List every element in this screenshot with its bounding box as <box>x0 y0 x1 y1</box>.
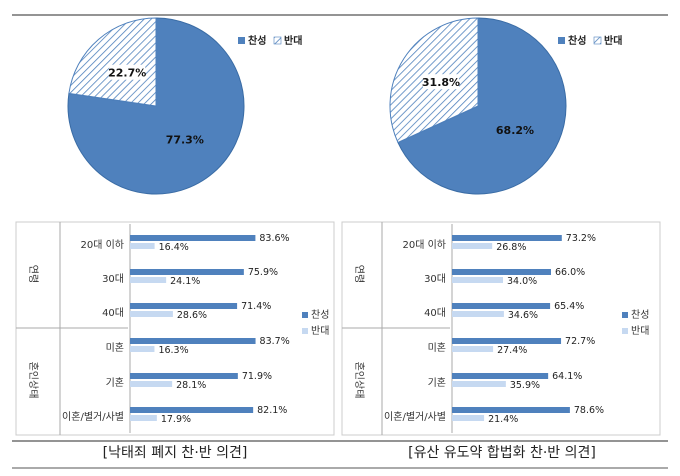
right-bars-data-label-disagree: 34.0% <box>507 276 537 287</box>
right-bars-data-label-disagree: 26.8% <box>496 242 526 253</box>
right-bars-legend-disagree: 반대 <box>631 325 649 337</box>
caption-right: [유산 유도약 합법화 찬·반 의견] <box>408 445 596 461</box>
right-bars-legend-agree: 찬성 <box>631 309 649 321</box>
left-bars-tick-label: 기혼 <box>106 376 124 389</box>
left-bars-legend-agree: 찬성 <box>311 309 329 321</box>
left-bars-bar-disagree <box>130 415 157 421</box>
left-bars-data-label-disagree: 17.9% <box>161 414 191 425</box>
right-bars-group-label-age: 연령 <box>353 265 365 283</box>
left-bars-data-label-agree: 71.9% <box>242 371 272 382</box>
right-bars-data-label-agree: 73.2% <box>566 233 596 244</box>
left-pie-legend-disagree: 반대 <box>284 34 302 47</box>
left-bars-tick-label: 20대 이하 <box>80 238 124 251</box>
left-pie-legend-swatch-agree <box>238 37 245 44</box>
left-bars-bar-agree <box>130 235 256 241</box>
right-bars-bar-agree <box>452 303 551 309</box>
left-pie-slice-disagree <box>68 17 157 107</box>
left-pie-label-disagree-bg <box>109 64 146 80</box>
right-pie-slice-agree <box>397 17 567 195</box>
right-bars-data-label-disagree: 27.4% <box>497 345 527 356</box>
right-bars-data-label-agree: 65.4% <box>554 301 584 312</box>
left-bars-tick-label: 미혼 <box>106 341 124 354</box>
left-bars-data-label-agree: 75.9% <box>248 267 278 278</box>
right-pie-legend-disagree: 반대 <box>604 34 622 47</box>
right-bars-bar-disagree <box>452 381 506 387</box>
right-pie-legend-agree: 찬성 <box>568 34 586 47</box>
left-bars-bar-agree <box>130 407 254 413</box>
right-bars-bar-disagree <box>452 415 485 421</box>
left-pie-legend-swatch-disagree <box>273 36 282 45</box>
right-bars-data-label-agree: 72.7% <box>565 336 595 347</box>
right-pie-legend-swatch-disagree <box>593 36 602 45</box>
right-bars-tick-label: 30대 <box>424 273 446 285</box>
right-pie-legend-swatch-agree <box>558 37 565 44</box>
right-bars-bar-disagree <box>452 346 494 352</box>
left-bars-bar-agree <box>130 338 256 344</box>
right-bars-tick-label: 이혼/별거/사별 <box>384 410 446 423</box>
left-bars-bar-agree <box>130 373 238 379</box>
left-bars-bar-disagree <box>130 381 173 387</box>
left-bars-data-label-disagree: 28.1% <box>176 380 206 391</box>
right-pie-label-disagree: 31.8% <box>422 76 460 89</box>
left-bars-data-label-disagree: 16.4% <box>159 242 189 253</box>
right-bars-legend-swatch-disagree <box>622 328 628 334</box>
left-bars-bar-disagree <box>130 346 155 352</box>
right-bars-data-label-agree: 78.6% <box>574 405 604 416</box>
right-bars-bar-agree <box>452 373 549 379</box>
left-bars-legend-disagree: 반대 <box>311 325 329 337</box>
left-bars-data-label-agree: 82.1% <box>257 405 287 416</box>
left-pie-label-disagree: 22.7% <box>108 67 146 80</box>
caption-left: [낙태죄 폐지 찬·반 의견] <box>103 445 248 461</box>
left-bars-bar-disagree <box>130 311 173 317</box>
left-bars-bar-agree <box>130 303 238 309</box>
right-bars-tick-label: 40대 <box>424 307 446 319</box>
left-bars-bar-disagree <box>130 243 155 249</box>
left-bars-data-label-disagree: 28.6% <box>177 310 207 321</box>
left-bars-bar-agree <box>130 269 244 275</box>
left-bars-data-label-disagree: 24.1% <box>170 276 200 287</box>
right-bars-tick-label: 미혼 <box>428 341 446 354</box>
left-bars-data-label-agree: 71.4% <box>241 301 271 312</box>
right-bars-bar-disagree <box>452 311 504 317</box>
right-bars-bar-agree <box>452 407 570 413</box>
right-bars-bar-agree <box>452 338 562 344</box>
left-bars-group-label-marital: 혼인상태 <box>27 362 40 399</box>
left-bars-data-label-agree: 83.7% <box>260 336 290 347</box>
right-bars-data-label-disagree: 34.6% <box>508 310 538 321</box>
left-pie-label-agree: 77.3% <box>166 133 204 146</box>
left-bars-legend-swatch-disagree <box>302 328 308 334</box>
right-bars-legend-swatch-agree <box>622 312 628 318</box>
right-bars-bar-agree <box>452 269 551 275</box>
left-bars-legend-swatch-agree <box>302 312 308 318</box>
right-bars-data-label-agree: 64.1% <box>552 371 582 382</box>
right-bars-data-label-disagree: 21.4% <box>488 414 518 425</box>
left-bars-group-label-age: 연령 <box>27 265 39 283</box>
left-bars-tick-label: 30대 <box>102 273 124 285</box>
right-bars-bar-disagree <box>452 277 503 283</box>
right-bars-bar-disagree <box>452 243 493 249</box>
left-bars-data-label-agree: 83.6% <box>259 233 289 244</box>
left-bars-data-label-disagree: 16.3% <box>158 345 188 356</box>
right-pie-label-agree: 68.2% <box>496 124 534 137</box>
right-pie-label-disagree-bg <box>422 74 459 90</box>
right-bars-bar-agree <box>452 235 562 241</box>
left-bars-tick-label: 40대 <box>102 307 124 319</box>
right-bars-data-label-agree: 66.0% <box>555 267 585 278</box>
left-pie-legend-agree: 찬성 <box>248 34 266 47</box>
right-bars-tick-label: 기혼 <box>428 376 446 389</box>
right-bars-group-label-marital: 혼인상태 <box>353 362 366 399</box>
right-bars-data-label-disagree: 35.9% <box>510 380 540 391</box>
left-bars-tick-label: 이혼/별거/사별 <box>62 410 124 423</box>
right-bars-tick-label: 20대 이하 <box>402 238 446 251</box>
left-bars-bar-disagree <box>130 277 167 283</box>
